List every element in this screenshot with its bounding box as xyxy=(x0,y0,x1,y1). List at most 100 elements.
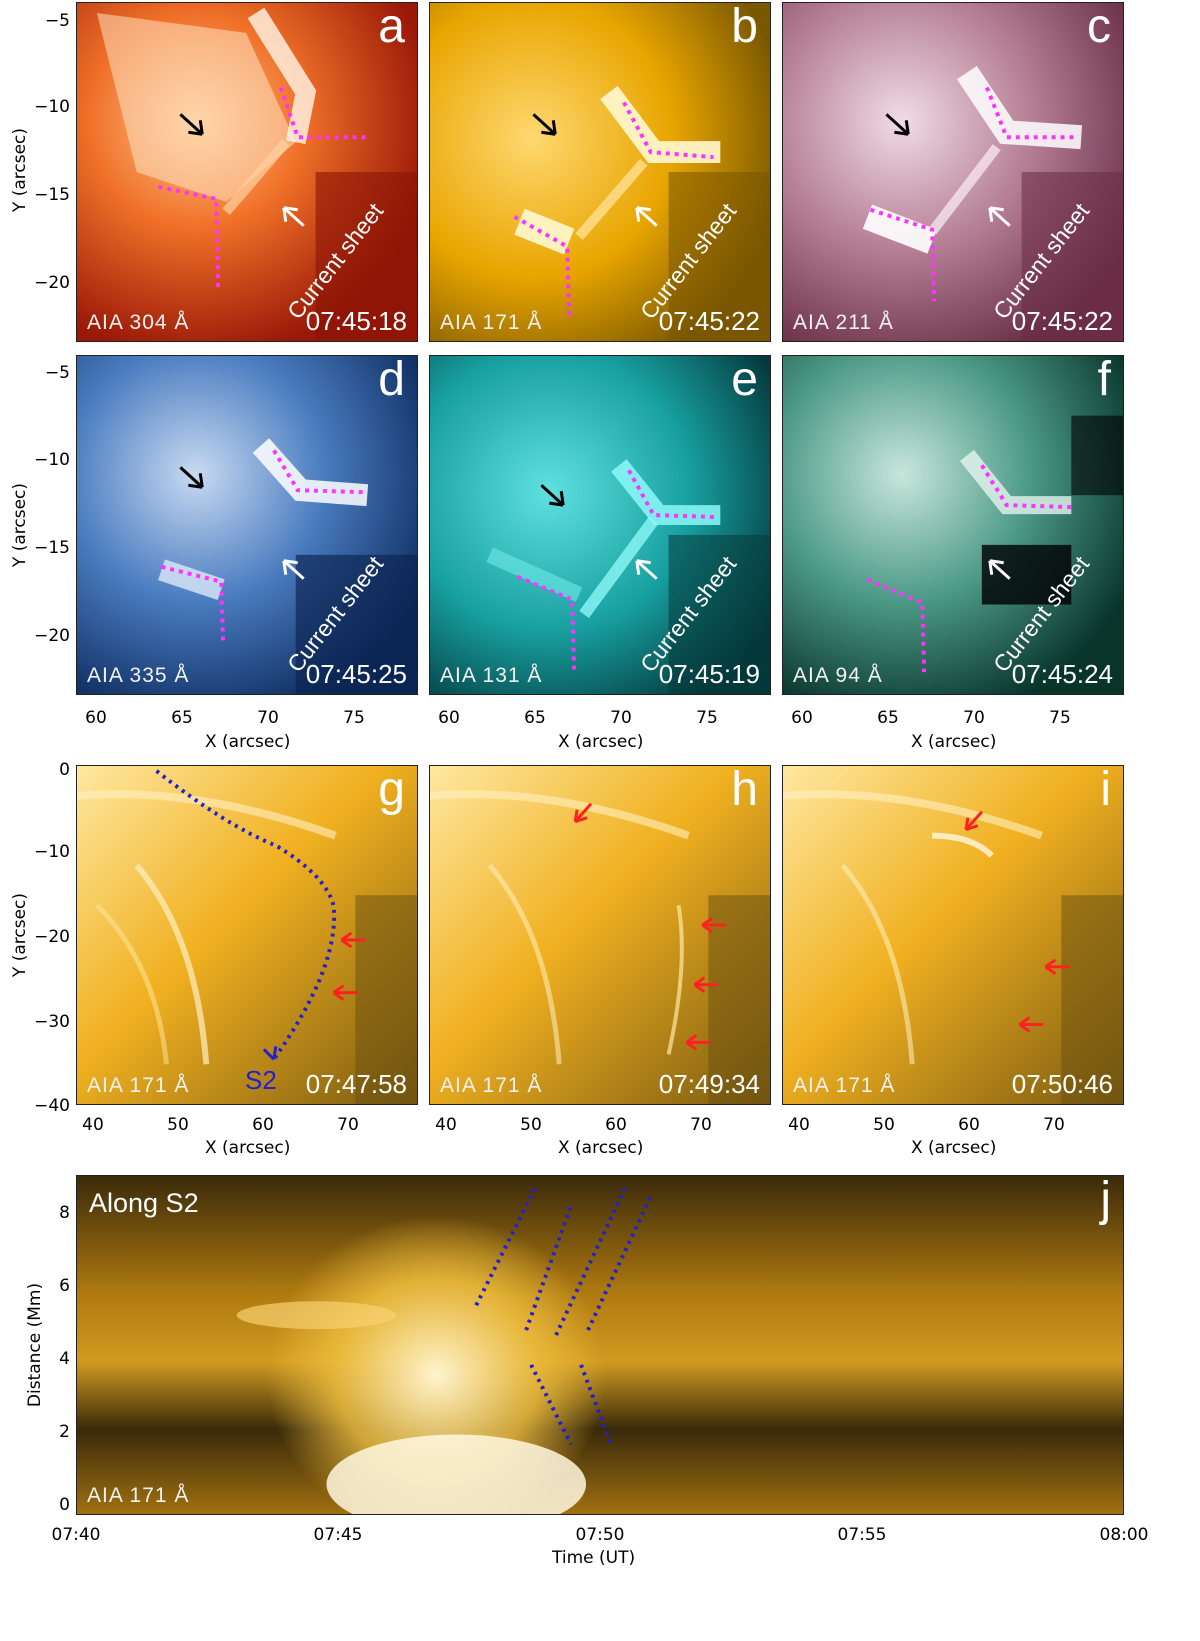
magenta-dotted-line xyxy=(980,464,1072,510)
red-arrow-icon xyxy=(573,802,593,824)
black-arrow-icon xyxy=(179,466,204,489)
red-arrow-icon xyxy=(1018,1016,1044,1033)
panel-h-image xyxy=(430,766,770,1104)
red-arrow-icon xyxy=(332,984,358,1001)
x-axis-label: X (arcsec) xyxy=(558,732,644,752)
y-tick: −5 xyxy=(44,11,70,31)
panel-b: b Current sheet AIA 171 Å 07:45:22 xyxy=(429,2,771,342)
x-tick: 65 xyxy=(171,708,193,728)
timestamp: 07:45:25 xyxy=(305,659,407,689)
red-arrow-icon xyxy=(340,931,366,949)
panel-f-image xyxy=(783,356,1123,694)
panel-j: Along S2 j AIA 171 Å xyxy=(76,1175,1124,1515)
panel-a-image xyxy=(77,3,417,341)
red-arrow-icon xyxy=(701,916,727,934)
y-tick: −30 xyxy=(34,1012,70,1032)
panel-e-image xyxy=(430,356,770,694)
panel-g-image xyxy=(77,766,417,1104)
y-tick: 2 xyxy=(59,1422,70,1442)
x-tick: 07:40 xyxy=(51,1525,101,1545)
x-tick: 40 xyxy=(788,1115,810,1135)
slit-label: S2 xyxy=(245,1065,277,1095)
panel-d-image xyxy=(77,356,417,694)
blue-dotted-track xyxy=(529,1363,573,1446)
y-tick: 0 xyxy=(59,760,70,780)
instrument-label: AIA 171 Å xyxy=(87,1484,190,1507)
magenta-dotted-line xyxy=(627,469,717,520)
y-tick: −10 xyxy=(34,97,70,117)
magenta-dotted-line xyxy=(278,86,368,140)
panel-i-image xyxy=(783,766,1123,1104)
timestamp: 07:45:22 xyxy=(658,306,760,336)
x-tick: 50 xyxy=(167,1115,189,1135)
magenta-dotted-line xyxy=(513,215,572,320)
x-tick: 60 xyxy=(252,1115,274,1135)
x-tick: 70 xyxy=(690,1115,712,1135)
x-axis-label: X (arcsec) xyxy=(911,732,997,752)
panel-g: S2 g AIA 171 Å 07:47:58 xyxy=(76,765,418,1105)
white-arrow-icon xyxy=(988,206,1011,227)
y-tick: −10 xyxy=(34,842,70,862)
red-arrow-icon xyxy=(1044,958,1070,975)
x-tick: 60 xyxy=(791,708,813,728)
plot-title: Along S2 xyxy=(89,1188,199,1218)
panel-e: e Current sheet AIA 131 Å 07:45:19 xyxy=(429,355,771,695)
instrument-label: AIA 171 Å xyxy=(793,1074,896,1097)
magenta-dotted-line xyxy=(622,101,714,160)
panel-f: f Current sheet AIA 94 Å 07:45:24 xyxy=(782,355,1124,695)
x-tick: 08:00 xyxy=(1099,1525,1149,1545)
x-axis-label: X (arcsec) xyxy=(911,1138,997,1158)
blue-dotted-track xyxy=(554,1185,628,1336)
x-tick: 70 xyxy=(610,708,632,728)
panel-d: d Current sheet AIA 335 Å 07:45:25 xyxy=(76,355,418,695)
panel-j-image xyxy=(77,1176,1123,1514)
x-tick: 07:50 xyxy=(575,1525,625,1545)
panel-c: c Current sheet AIA 211 Å 07:45:22 xyxy=(782,2,1124,342)
y-tick: −5 xyxy=(44,363,70,383)
blue-dotted-track xyxy=(579,1364,613,1446)
y-tick: 0 xyxy=(59,1495,70,1515)
y-tick: −20 xyxy=(34,927,70,947)
x-axis-label: X (arcsec) xyxy=(205,732,291,752)
y-axis-label: Distance (Mm) xyxy=(25,1282,45,1408)
magenta-dotted-line xyxy=(869,207,937,302)
y-tick: −10 xyxy=(34,450,70,470)
y-axis-label: Y (arcsec) xyxy=(10,482,30,568)
timestamp: 07:45:24 xyxy=(1011,659,1113,689)
white-arrow-icon xyxy=(282,559,305,580)
instrument-label: AIA 171 Å xyxy=(87,1074,190,1097)
white-arrow-icon xyxy=(635,559,658,580)
panel-letter: b xyxy=(731,2,758,53)
x-tick: 70 xyxy=(337,1115,359,1135)
x-axis-label: Time (UT) xyxy=(552,1548,636,1568)
instrument-label: AIA 94 Å xyxy=(793,664,883,687)
panel-letter: d xyxy=(378,355,405,406)
red-arrow-icon xyxy=(964,810,983,832)
x-tick: 65 xyxy=(877,708,899,728)
white-arrow-icon xyxy=(988,559,1011,580)
timestamp: 07:49:34 xyxy=(658,1069,760,1099)
panel-letter: j xyxy=(1100,1175,1111,1226)
x-axis-label: X (arcsec) xyxy=(205,1138,291,1158)
x-tick: 07:55 xyxy=(837,1525,887,1545)
y-axis-label: Y (arcsec) xyxy=(10,127,30,213)
timestamp: 07:47:58 xyxy=(305,1069,407,1099)
black-arrow-icon xyxy=(179,113,204,136)
x-tick: 75 xyxy=(1049,708,1071,728)
panel-b-image xyxy=(430,3,770,341)
panel-a: a Current sheet AIA 304 Å 07:45:18 xyxy=(76,2,418,342)
y-tick: 8 xyxy=(59,1203,70,1223)
panel-letter: i xyxy=(1100,765,1111,816)
blue-dotted-track xyxy=(524,1205,573,1331)
y-tick: −40 xyxy=(34,1096,70,1116)
x-tick: 60 xyxy=(958,1115,980,1135)
y-tick: −15 xyxy=(34,185,70,205)
x-tick: 50 xyxy=(520,1115,542,1135)
x-tick: 75 xyxy=(343,708,365,728)
magenta-dotted-line xyxy=(516,574,577,673)
y-tick: −20 xyxy=(34,626,70,646)
instrument-label: AIA 335 Å xyxy=(87,664,190,687)
x-tick: 70 xyxy=(963,708,985,728)
y-tick: 6 xyxy=(59,1276,70,1296)
blue-dotted-track xyxy=(586,1195,653,1331)
